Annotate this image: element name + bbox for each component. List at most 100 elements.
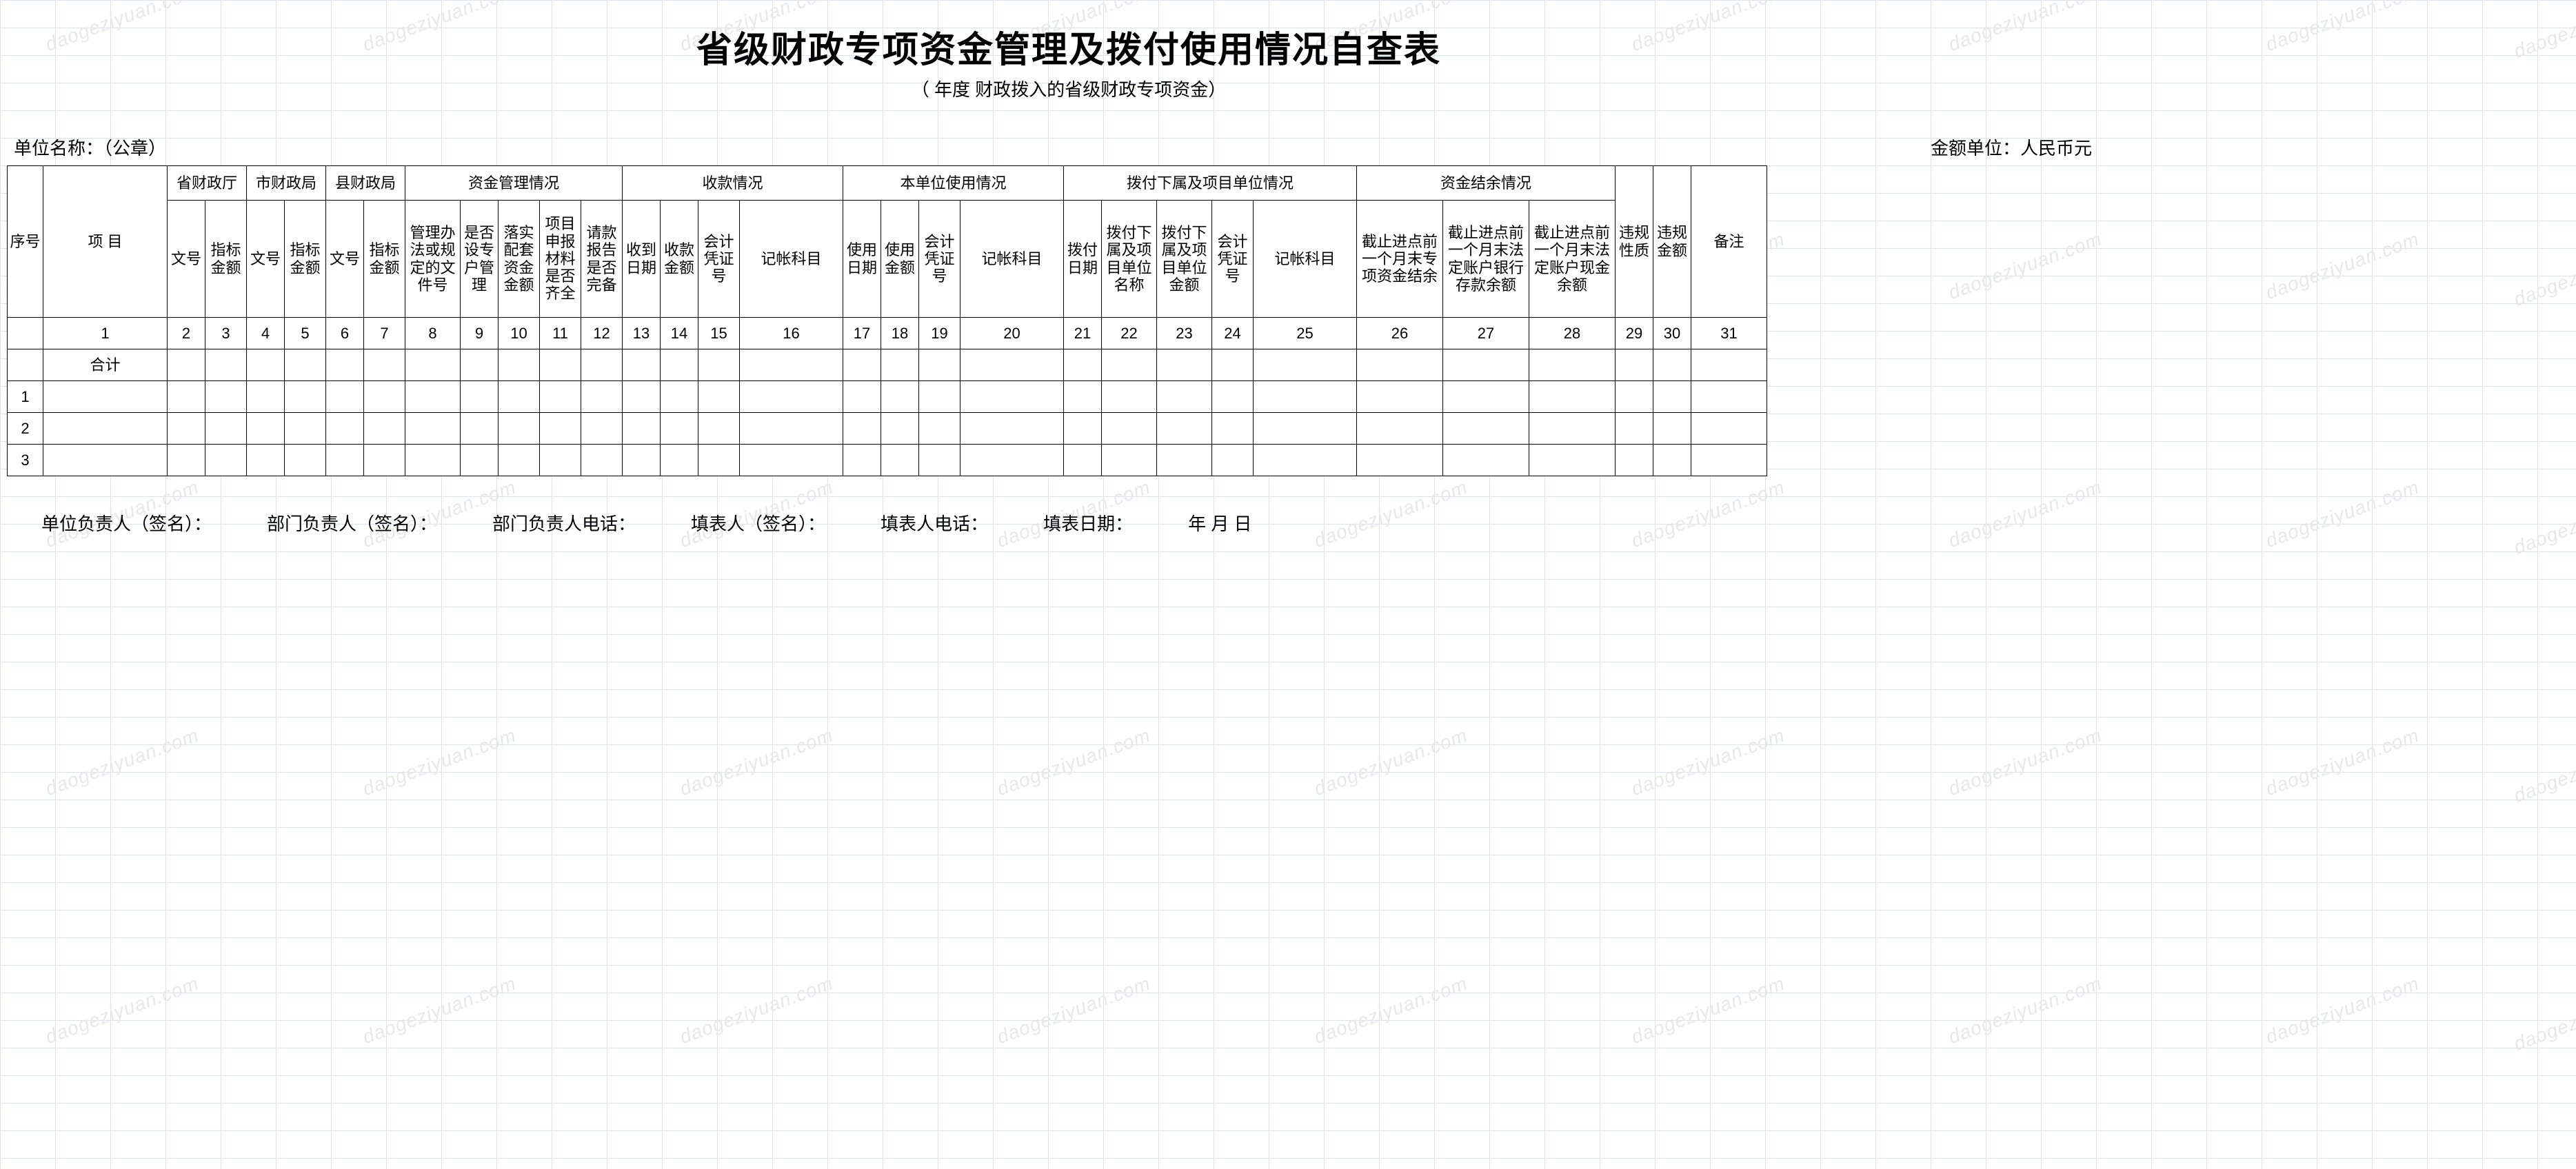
num-7: 7 (364, 318, 405, 349)
col-9: 是否设专户管理 (461, 201, 499, 318)
watermark-text: daogeziyuan.com (994, 724, 1154, 800)
num-28: 28 (1529, 318, 1616, 349)
page-title: 省级财政专项资金管理及拨付使用情况自查表 (0, 21, 2137, 72)
col-25: 记帐科目 (1254, 201, 1357, 318)
col-remark: 备注 (1691, 166, 1767, 318)
num-1: 1 (43, 318, 168, 349)
row-seq-3: 3 (8, 445, 43, 476)
num-5: 5 (285, 318, 326, 349)
col-3: 指标金额 (205, 201, 247, 318)
grp-county: 县财政局 (326, 166, 405, 201)
num-18: 18 (881, 318, 919, 349)
num-21: 21 (1064, 318, 1102, 349)
col-12: 请款报告是否完备 (581, 201, 623, 318)
col-11: 项目申报材料是否齐全 (540, 201, 581, 318)
col-18: 使用金额 (881, 201, 919, 318)
col-19: 会计凭证号 (919, 201, 960, 318)
num-10: 10 (499, 318, 540, 349)
num-25: 25 (1254, 318, 1357, 349)
grp-allocation: 拨付下属及项目单位情况 (1064, 166, 1357, 201)
watermark-text: daogeziyuan.com (2511, 979, 2576, 1055)
col-seq: 序号 (8, 166, 43, 318)
num-16: 16 (740, 318, 843, 349)
num-6: 6 (326, 318, 364, 349)
col-5: 指标金额 (285, 201, 326, 318)
num-17: 17 (843, 318, 881, 349)
phone-dept-lead: 部门负责人电话： (492, 510, 636, 536)
watermark-text: daogeziyuan.com (2511, 731, 2576, 807)
table-row: 2 (8, 413, 1767, 445)
row-seq-1: 1 (8, 381, 43, 413)
grp-city: 市财政局 (247, 166, 326, 201)
col-15: 会计凭证号 (698, 201, 740, 318)
watermark-text: daogeziyuan.com (1311, 973, 1471, 1048)
watermark-text: daogeziyuan.com (2263, 724, 2422, 800)
col-10: 落实配套资金金额 (499, 201, 540, 318)
col-7: 指标金额 (364, 201, 405, 318)
fill-date-value: 年 月 日 (1188, 510, 1251, 536)
unit-name-label: 单位名称：（公章） (14, 134, 166, 160)
num-26: 26 (1357, 318, 1443, 349)
watermark-text: daogeziyuan.com (360, 724, 519, 800)
grp-province: 省财政厅 (168, 166, 247, 201)
col-4: 文号 (247, 201, 285, 318)
col-violation-amount: 违规金额 (1653, 166, 1691, 318)
watermark-text: daogeziyuan.com (2511, 0, 2576, 63)
column-number-row: 1 2 3 4 5 6 7 8 9 10 11 12 13 14 15 16 1… (8, 318, 1767, 349)
col-8: 管理办法或规定的文件号 (405, 201, 461, 318)
num-23: 23 (1157, 318, 1212, 349)
col-27: 截止进点前一个月末法定账户银行存款余额 (1443, 201, 1529, 318)
col-14: 收款金额 (661, 201, 698, 318)
footer-signatures: 单位负责人（签名）： 部门负责人（签名）： 部门负责人电话： 填表人（签名）： … (41, 510, 2179, 536)
watermark-text: daogeziyuan.com (2263, 228, 2422, 304)
signer-dept-lead: 部门负责人（签名）： (267, 510, 437, 536)
watermark-text: daogeziyuan.com (1311, 724, 1471, 800)
watermark-text: daogeziyuan.com (360, 973, 519, 1048)
watermark-text: daogeziyuan.com (43, 973, 202, 1048)
grp-receipt: 收款情况 (623, 166, 843, 201)
col-16: 记帐科目 (740, 201, 843, 318)
watermark-text: daogeziyuan.com (2263, 0, 2422, 56)
num-8: 8 (405, 318, 461, 349)
num-3: 3 (205, 318, 247, 349)
watermark-text: daogeziyuan.com (43, 724, 202, 800)
col-21: 拨付日期 (1064, 201, 1102, 318)
grp-mgmt: 资金管理情况 (405, 166, 623, 201)
watermark-text: daogeziyuan.com (1946, 228, 2105, 304)
col-24: 会计凭证号 (1212, 201, 1254, 318)
table-row-total: 合计 (8, 349, 1767, 381)
num-31: 31 (1691, 318, 1767, 349)
num-4: 4 (247, 318, 285, 349)
num-13: 13 (623, 318, 661, 349)
col-20: 记帐科目 (960, 201, 1064, 318)
watermark-text: daogeziyuan.com (2511, 235, 2576, 311)
watermark-text: daogeziyuan.com (1629, 724, 1788, 800)
num-24: 24 (1212, 318, 1254, 349)
num-19: 19 (919, 318, 960, 349)
num-20: 20 (960, 318, 1064, 349)
col-28: 截止进点前一个月末法定账户现金余额 (1529, 201, 1616, 318)
spreadsheet-canvas: daogeziyuan.com daogeziyuan.com daogeziyua… (0, 0, 2576, 1169)
col-26: 截止进点前一个月末专项资金结余 (1357, 201, 1443, 318)
watermark-text: daogeziyuan.com (2263, 973, 2422, 1048)
phone-preparer: 填表人电话： (881, 510, 988, 536)
watermark-text: daogeziyuan.com (994, 973, 1154, 1048)
col-23: 拨付下属及项目单位金额 (1157, 201, 1212, 318)
num-15: 15 (698, 318, 740, 349)
row-seq-2: 2 (8, 413, 43, 445)
col-proj: 项 目 (43, 166, 168, 318)
page-subtitle: （ 年度 财政拨入的省级财政专项资金） (0, 76, 2137, 101)
col-violation-nature: 违规性质 (1616, 166, 1653, 318)
num-14: 14 (661, 318, 698, 349)
watermark-text: daogeziyuan.com (1946, 724, 2105, 800)
table-row: 3 (8, 445, 1767, 476)
col-6: 文号 (326, 201, 364, 318)
num-11: 11 (540, 318, 581, 349)
watermark-text: daogeziyuan.com (1946, 973, 2105, 1048)
watermark-text: daogeziyuan.com (2263, 476, 2422, 552)
grp-usage: 本单位使用情况 (843, 166, 1064, 201)
num-12: 12 (581, 318, 623, 349)
signer-unit-lead: 单位负责人（签名）： (41, 510, 212, 536)
total-label: 合计 (43, 349, 168, 381)
num-2: 2 (168, 318, 205, 349)
